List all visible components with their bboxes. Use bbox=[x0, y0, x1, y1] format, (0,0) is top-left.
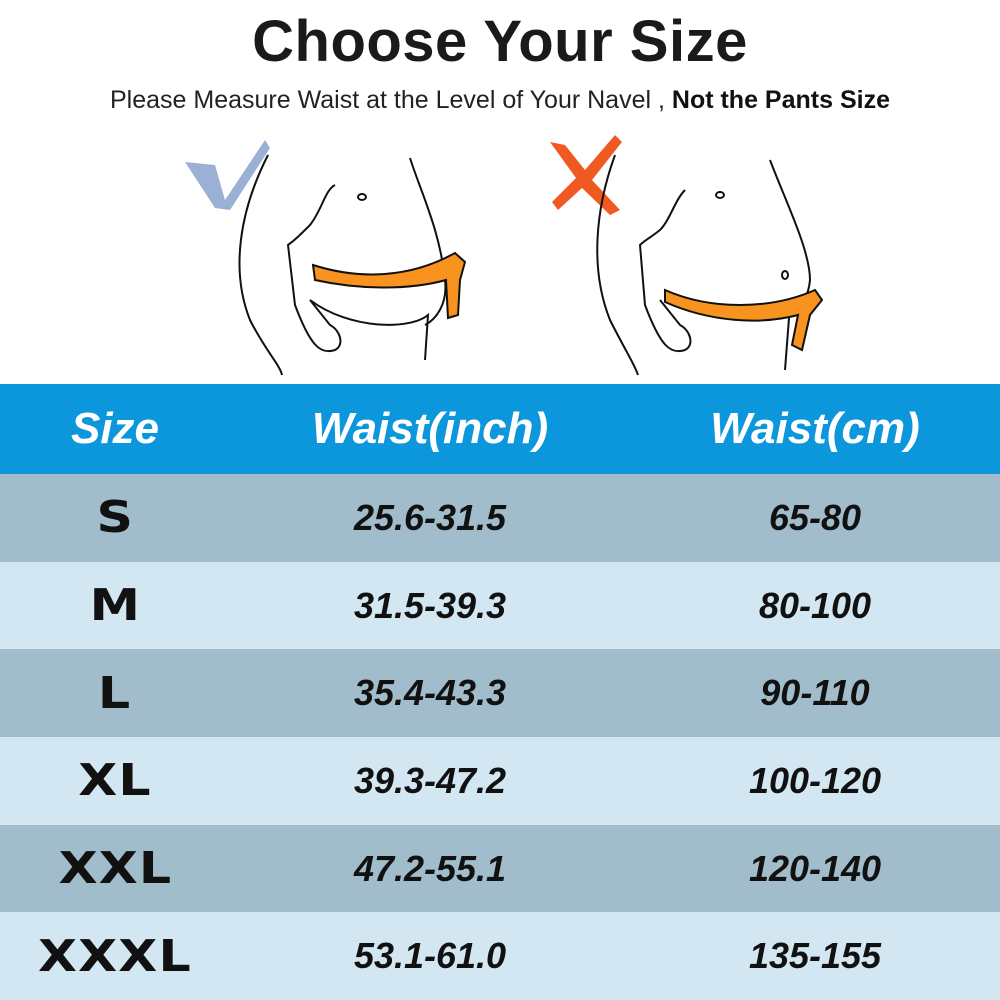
correct-measure-illustration bbox=[185, 140, 467, 376]
page-title: Choose Your Size bbox=[252, 9, 748, 74]
wrong-measure-illustration bbox=[550, 135, 824, 376]
waist-cm-value: 135-155 bbox=[748, 935, 882, 977]
size-label: M bbox=[89, 580, 141, 632]
checkmark-icon bbox=[185, 140, 270, 210]
page-subtitle: Please Measure Waist at the Level of You… bbox=[0, 86, 1000, 115]
subtitle-normal: Please Measure Waist at the Level of You… bbox=[110, 86, 665, 114]
waist-inch-value: 39.3-47.2 bbox=[353, 759, 507, 801]
waist-inch-value: 47.2-55.1 bbox=[353, 847, 507, 889]
waist-inch-value: 53.1-61.0 bbox=[353, 935, 507, 977]
table-row: XXL 47.2-55.1 120-140 bbox=[0, 824, 1000, 913]
table-row: L 35.4-43.3 90-110 bbox=[0, 649, 1000, 738]
waist-cm-value: 80-100 bbox=[758, 584, 872, 626]
size-label: XXXL bbox=[38, 930, 192, 982]
table-row: XXXL 53.1-61.0 135-155 bbox=[0, 912, 1000, 1000]
waist-cm-value: 65-80 bbox=[768, 496, 862, 538]
column-header-waist-inch: Waist(inch) bbox=[311, 404, 549, 453]
table-row: M 31.5-39.3 80-100 bbox=[0, 561, 1000, 650]
waist-cm-value: 100-120 bbox=[748, 759, 882, 801]
size-label: L bbox=[98, 667, 132, 719]
subtitle-bold: Not the Pants Size bbox=[671, 86, 890, 114]
waist-inch-value: 35.4-43.3 bbox=[353, 672, 507, 714]
column-header-size: Size bbox=[70, 404, 160, 453]
size-label: XXL bbox=[58, 843, 172, 895]
size-chart-table: Size Waist(inch) Waist(cm) S 25.6-31.5 6… bbox=[0, 384, 1000, 1000]
cross-icon bbox=[550, 135, 622, 215]
column-header-waist-cm: Waist(cm) bbox=[710, 404, 920, 453]
table-row: S 25.6-31.5 65-80 bbox=[0, 474, 1000, 562]
table-row: XL 39.3-47.2 100-120 bbox=[0, 737, 1000, 825]
size-label: XL bbox=[78, 755, 152, 807]
waist-inch-value: 25.6-31.5 bbox=[353, 496, 507, 538]
size-label: S bbox=[96, 492, 134, 544]
tape-measure bbox=[311, 251, 467, 320]
waist-cm-value: 120-140 bbox=[748, 847, 882, 889]
waist-inch-value: 31.5-39.3 bbox=[353, 584, 507, 626]
waist-cm-value: 90-110 bbox=[760, 672, 870, 714]
table-header: Size Waist(inch) Waist(cm) bbox=[0, 384, 1000, 474]
